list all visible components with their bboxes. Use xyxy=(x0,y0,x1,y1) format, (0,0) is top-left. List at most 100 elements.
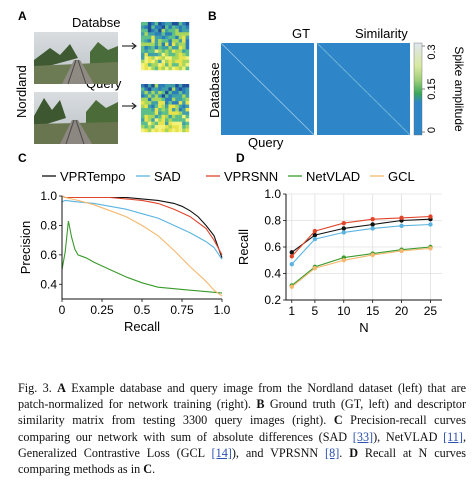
colorbar-tick: 0.15 xyxy=(426,78,438,99)
y-tick-label: 0.4 xyxy=(264,267,281,281)
patch-cell xyxy=(178,84,183,88)
patch-cell xyxy=(165,125,169,129)
y-tick-label: 0.2 xyxy=(264,293,281,307)
patch-cell xyxy=(161,84,166,88)
colorbar xyxy=(413,42,425,136)
patch-cell xyxy=(144,22,149,26)
patch-cell xyxy=(175,97,179,102)
patch-cell xyxy=(171,97,176,102)
y-tick-label: 1.0 xyxy=(40,189,57,203)
patch-cell xyxy=(185,46,190,50)
patch-cell xyxy=(175,39,179,43)
patch-cell xyxy=(151,114,155,119)
patch-cell xyxy=(161,32,166,36)
legend-label: SAD xyxy=(154,169,181,184)
patch-cell xyxy=(175,59,179,64)
data-point xyxy=(370,226,375,231)
patch-cell xyxy=(178,42,183,47)
x-axis-label: Recall xyxy=(124,319,160,334)
patch-cell xyxy=(154,28,159,33)
patch-cell xyxy=(185,39,190,43)
patch-cell xyxy=(158,22,162,26)
patch-cell xyxy=(141,63,145,67)
patch-cell xyxy=(158,108,162,112)
patch-cell xyxy=(178,52,183,57)
patch-cell xyxy=(182,125,186,129)
patch-cell xyxy=(175,94,179,98)
patch-cell xyxy=(141,25,145,30)
patch-cell xyxy=(158,56,162,60)
citation-link[interactable]: [8] xyxy=(325,445,340,460)
patch-cell xyxy=(151,121,155,126)
citation-link[interactable]: [33] xyxy=(352,429,374,444)
patch-cell xyxy=(168,125,173,129)
patch-cell xyxy=(141,125,145,129)
patch-cell xyxy=(185,121,190,126)
patch-cell xyxy=(147,39,152,43)
patch-cell xyxy=(147,46,152,50)
patch-cell xyxy=(154,59,159,64)
patch-cell xyxy=(171,49,176,54)
arrow-right-icon xyxy=(122,42,137,50)
patch-cell xyxy=(171,32,176,36)
patch-cell xyxy=(178,87,183,92)
data-point xyxy=(428,222,433,227)
colorbar-tick: 0.3 xyxy=(426,44,438,59)
patch-cell xyxy=(175,63,179,67)
patch-cell xyxy=(175,121,179,126)
patch-cell xyxy=(147,25,152,30)
colorbar-tick: 0 xyxy=(426,127,438,133)
x-tick-label: 1.0 xyxy=(214,303,231,317)
patch-cell xyxy=(151,66,155,71)
caption-fig-label: Fig. 3. xyxy=(18,381,52,395)
patch-cell xyxy=(141,66,145,71)
patch-cell xyxy=(168,46,173,50)
patch-cell xyxy=(161,114,166,119)
patch-cell xyxy=(182,42,186,47)
patch-cell xyxy=(147,121,152,126)
patch-cell xyxy=(141,35,145,40)
patch-cell xyxy=(168,52,173,57)
citation-link[interactable]: [14] xyxy=(211,445,232,460)
patch-cell xyxy=(141,121,145,126)
patch-cell xyxy=(185,59,190,64)
database-image xyxy=(34,32,118,85)
data-point xyxy=(370,252,375,258)
patch-cell xyxy=(185,114,190,119)
patch-cell xyxy=(147,66,152,71)
patch-cell xyxy=(178,111,183,116)
patch-cell xyxy=(171,87,176,92)
patch-cell xyxy=(168,22,173,26)
data-point xyxy=(399,215,404,221)
patch-cell xyxy=(161,97,166,102)
patch-cell xyxy=(185,28,190,33)
patch-cell xyxy=(141,39,145,43)
patch-cell xyxy=(151,118,155,122)
patch-cell xyxy=(175,35,179,40)
patch-cell xyxy=(185,125,190,129)
patch-cell xyxy=(182,49,186,54)
colorbar-label: Spike amplitude xyxy=(452,46,466,132)
patch-cell xyxy=(144,90,149,95)
x-tick-label: 1 xyxy=(288,304,295,318)
patch-cell xyxy=(171,101,176,105)
data-point xyxy=(289,254,294,259)
patch-cell xyxy=(182,46,186,50)
patch-cell xyxy=(178,66,183,71)
patch-cell xyxy=(151,104,155,109)
patch-cell xyxy=(144,84,149,88)
patch-cell xyxy=(165,128,169,133)
x-tick-label: 0.75 xyxy=(170,303,194,317)
patch-cell xyxy=(165,42,169,47)
data-point xyxy=(289,284,294,289)
patch-cell xyxy=(185,90,190,95)
patch-cell xyxy=(144,125,149,129)
patch-cell xyxy=(168,121,173,126)
patch-cell xyxy=(144,101,149,105)
y-tick-label: 0.6 xyxy=(264,240,281,254)
patch-cell xyxy=(175,32,179,36)
patch-cell xyxy=(175,28,179,33)
panel-a-letter: A xyxy=(18,9,27,23)
citation-link[interactable]: [11] xyxy=(443,429,463,444)
patch-cell xyxy=(154,87,159,92)
